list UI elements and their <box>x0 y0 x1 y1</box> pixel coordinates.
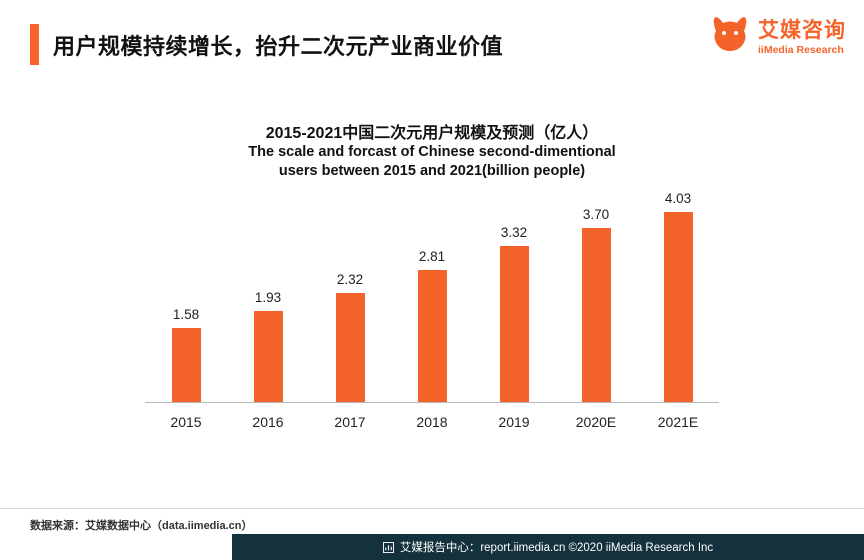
logo-text: 艾媒咨询 iiMedia Research <box>758 18 846 56</box>
plot-area: 1.58 1.93 2.32 2.81 3.32 3.70 4.03 <box>145 191 719 403</box>
bar <box>417 270 447 402</box>
title-accent-bar <box>30 24 39 65</box>
x-axis-label: 2021E <box>657 414 699 430</box>
bar <box>663 212 693 402</box>
iimedia-logo: 艾媒咨询 iiMedia Research <box>709 16 846 59</box>
bar-column: 2.81 <box>391 191 473 402</box>
bar <box>581 228 611 402</box>
bar-column: 3.32 <box>473 191 555 402</box>
bar-value-label: 2.32 <box>336 272 364 287</box>
bar-value-label: 1.58 <box>172 307 200 322</box>
chart-title: 2015-2021中国二次元用户规模及预测（亿人） <box>265 125 599 142</box>
bar-value-label: 1.93 <box>254 290 282 305</box>
x-axis-label: 2015 <box>170 414 202 430</box>
chart-subtitle-line2: users between 2015 and 2021(billion peop… <box>278 163 586 179</box>
footer-divider <box>0 508 864 509</box>
report-footer-text: 艾媒报告中心：report.iimedia.cn ©2020 iiMedia R… <box>399 542 714 554</box>
report-document-icon <box>382 541 394 553</box>
bar-column: 4.03 <box>637 191 719 402</box>
bar-column: 2.32 <box>309 191 391 402</box>
data-source-note: 数据来源：艾媒数据中心（data.iimedia.cn） <box>30 520 253 532</box>
x-axis-label: 2016 <box>252 414 284 430</box>
x-axis-label: 2019 <box>498 414 530 430</box>
bar-column: 3.70 <box>555 191 637 402</box>
logo-subtitle: iiMedia Research <box>758 43 844 56</box>
x-axis-label: 2020E <box>575 414 617 430</box>
bar-value-label: 3.70 <box>582 207 610 222</box>
bar <box>499 246 529 402</box>
bar-value-label: 3.32 <box>500 225 528 240</box>
x-axis-label: 2018 <box>416 414 448 430</box>
bar-value-label: 4.03 <box>664 191 692 206</box>
fox-logo-icon <box>709 16 751 59</box>
bar-column: 1.58 <box>145 191 227 402</box>
bar <box>253 311 283 402</box>
chart-subtitle: The scale and forcast of Chinese second-… <box>0 143 864 181</box>
bar <box>335 293 365 402</box>
x-axis-label: 2017 <box>334 414 366 430</box>
header: 用户规模持续增长，抬升二次元产业商业价值 <box>30 24 503 65</box>
logo-name: 艾媒咨询 <box>758 18 846 42</box>
chart-subtitle-line1: The scale and forcast of Chinese second-… <box>248 144 616 160</box>
page-title: 用户规模持续增长，抬升二次元产业商业价值 <box>53 33 504 59</box>
bar-column: 1.93 <box>227 191 309 402</box>
bar <box>171 328 201 402</box>
report-footer-bar: 艾媒报告中心：report.iimedia.cn ©2020 iiMedia R… <box>232 534 864 560</box>
x-axis: 2015 2016 2017 2018 2019 2020E 2021E <box>145 404 719 430</box>
bar-value-label: 2.81 <box>418 249 446 264</box>
